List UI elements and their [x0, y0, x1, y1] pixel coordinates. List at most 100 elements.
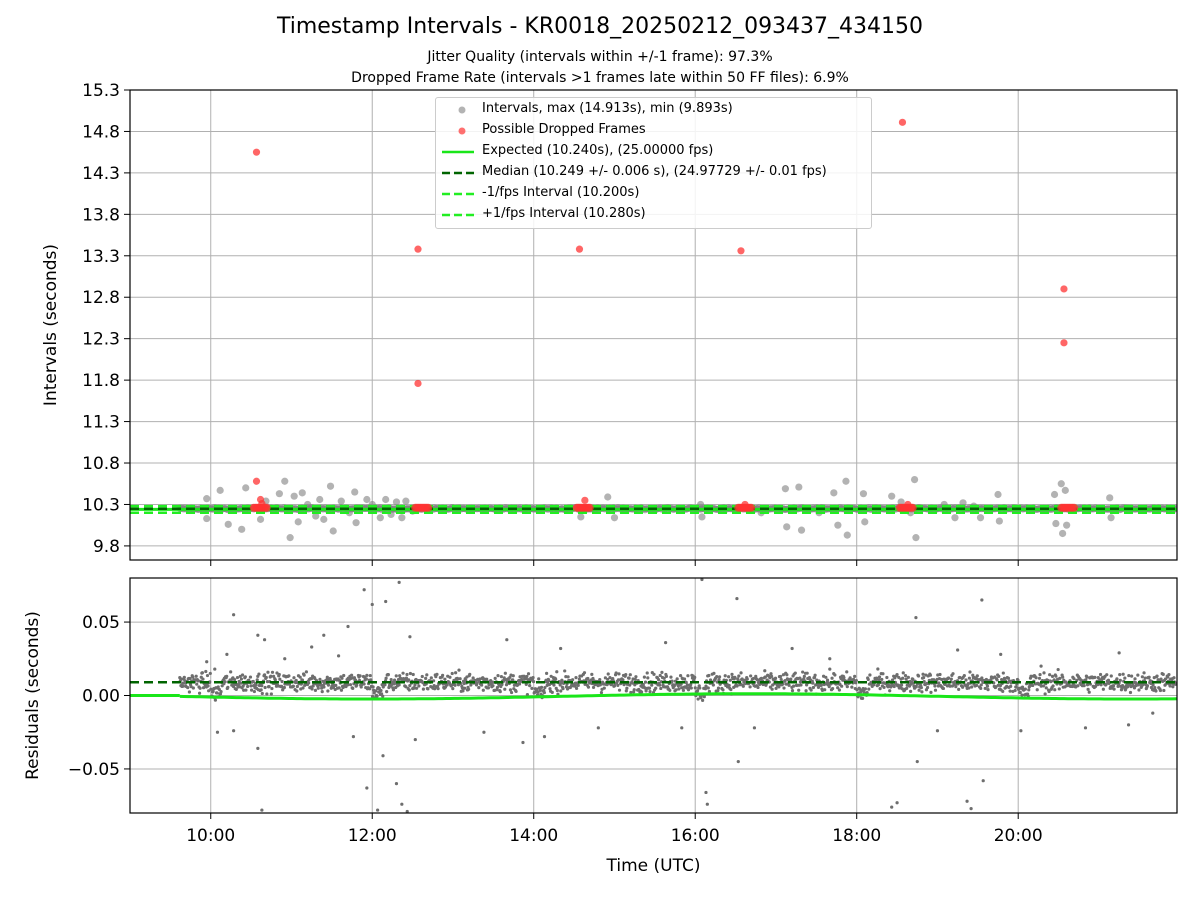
residual-point — [1172, 676, 1176, 680]
residual-point — [733, 675, 737, 679]
residual-point — [243, 675, 247, 679]
residual-point — [405, 809, 409, 813]
residual-point — [1127, 673, 1131, 678]
residual-point — [703, 687, 708, 691]
residual-point — [606, 677, 610, 682]
residual-point — [696, 697, 700, 701]
residual-point — [404, 676, 409, 680]
residual-point — [545, 671, 549, 675]
legend-item-upper: +1/fps Interval (10.280s) — [436, 205, 871, 226]
residual-point — [475, 681, 479, 685]
residuals-x-tick-label: 10:00 — [186, 826, 235, 846]
residual-point — [1001, 689, 1005, 693]
residual-point — [413, 683, 417, 687]
residual-point — [369, 678, 373, 682]
residual-point — [890, 678, 895, 682]
residual-point — [970, 685, 974, 689]
residual-point — [1020, 693, 1024, 697]
residual-point — [938, 672, 942, 677]
residual-point — [985, 684, 990, 688]
residual-point — [259, 688, 263, 692]
residual-point — [880, 677, 884, 682]
residual-point — [782, 686, 786, 690]
residual-point — [1019, 729, 1023, 733]
residual-point — [1038, 672, 1042, 677]
residual-point — [582, 671, 587, 675]
residual-point — [737, 674, 741, 678]
residual-point — [248, 675, 253, 679]
residual-point — [1118, 673, 1122, 677]
residual-point — [269, 692, 273, 696]
residual-point — [828, 657, 832, 661]
residual-point — [981, 779, 985, 783]
residual-point — [381, 685, 385, 689]
residual-point — [1112, 687, 1116, 691]
residual-point — [381, 754, 385, 758]
residual-point — [336, 654, 341, 658]
residual-point — [621, 678, 625, 682]
residual-point — [1167, 672, 1171, 677]
residual-point — [1151, 711, 1155, 715]
intervals-y-axis-label: Intervals (seconds) — [41, 244, 61, 406]
residual-point — [662, 676, 666, 680]
residual-point — [811, 681, 815, 685]
residual-point — [219, 689, 223, 694]
residual-point — [273, 678, 277, 682]
residual-point — [325, 675, 329, 679]
residual-point — [408, 671, 413, 676]
residual-point — [689, 682, 693, 687]
residual-point — [246, 684, 250, 689]
residual-point — [999, 652, 1003, 656]
legend-label-lower: -1/fps Interval (10.200s) — [482, 185, 640, 200]
residual-point — [385, 690, 389, 694]
residual-point — [1147, 675, 1151, 679]
interval-point — [256, 515, 265, 523]
gray-dot-icon — [458, 106, 466, 114]
residual-point — [508, 688, 513, 692]
residual-point — [886, 683, 891, 687]
residual-point — [1105, 673, 1109, 677]
interval-point — [783, 523, 791, 531]
residual-point — [790, 646, 794, 651]
residual-point — [1154, 689, 1158, 693]
interval-point — [1061, 486, 1069, 494]
residual-point — [935, 729, 940, 733]
dropped-frame-point — [414, 379, 422, 388]
residual-point — [700, 578, 704, 582]
interval-point — [329, 527, 337, 535]
residual-point — [1008, 689, 1012, 693]
interval-point — [888, 492, 896, 500]
dropped-frame-point — [747, 503, 756, 512]
residual-point — [807, 675, 812, 680]
interval-point — [994, 490, 1002, 499]
intervals-y-tick-label: 11.8 — [82, 371, 120, 391]
residual-point — [1168, 684, 1172, 688]
residual-point — [868, 673, 872, 677]
residual-point — [825, 678, 830, 682]
residual-point — [552, 683, 556, 687]
residual-point — [295, 814, 298, 817]
residual-point — [763, 669, 767, 673]
residual-point — [298, 675, 302, 679]
residual-point — [498, 690, 502, 694]
residual-point — [217, 687, 221, 692]
residual-point — [448, 675, 452, 679]
residual-point — [547, 679, 551, 683]
residual-point — [209, 687, 213, 691]
residual-point — [468, 672, 472, 676]
residual-point — [485, 677, 489, 681]
residual-point — [232, 613, 236, 617]
residual-point — [890, 805, 894, 809]
residual-point — [922, 676, 926, 680]
dropped-frame-point — [1060, 339, 1068, 347]
residual-point — [313, 688, 318, 692]
residual-point — [727, 683, 731, 688]
residual-point — [624, 672, 628, 677]
residual-point — [933, 688, 938, 692]
residual-point — [630, 681, 635, 685]
residual-point — [831, 687, 835, 691]
dashed-dark-green-line-icon — [442, 171, 474, 175]
interval-point — [910, 475, 919, 484]
interval-point — [861, 518, 869, 526]
residual-point — [899, 683, 904, 687]
